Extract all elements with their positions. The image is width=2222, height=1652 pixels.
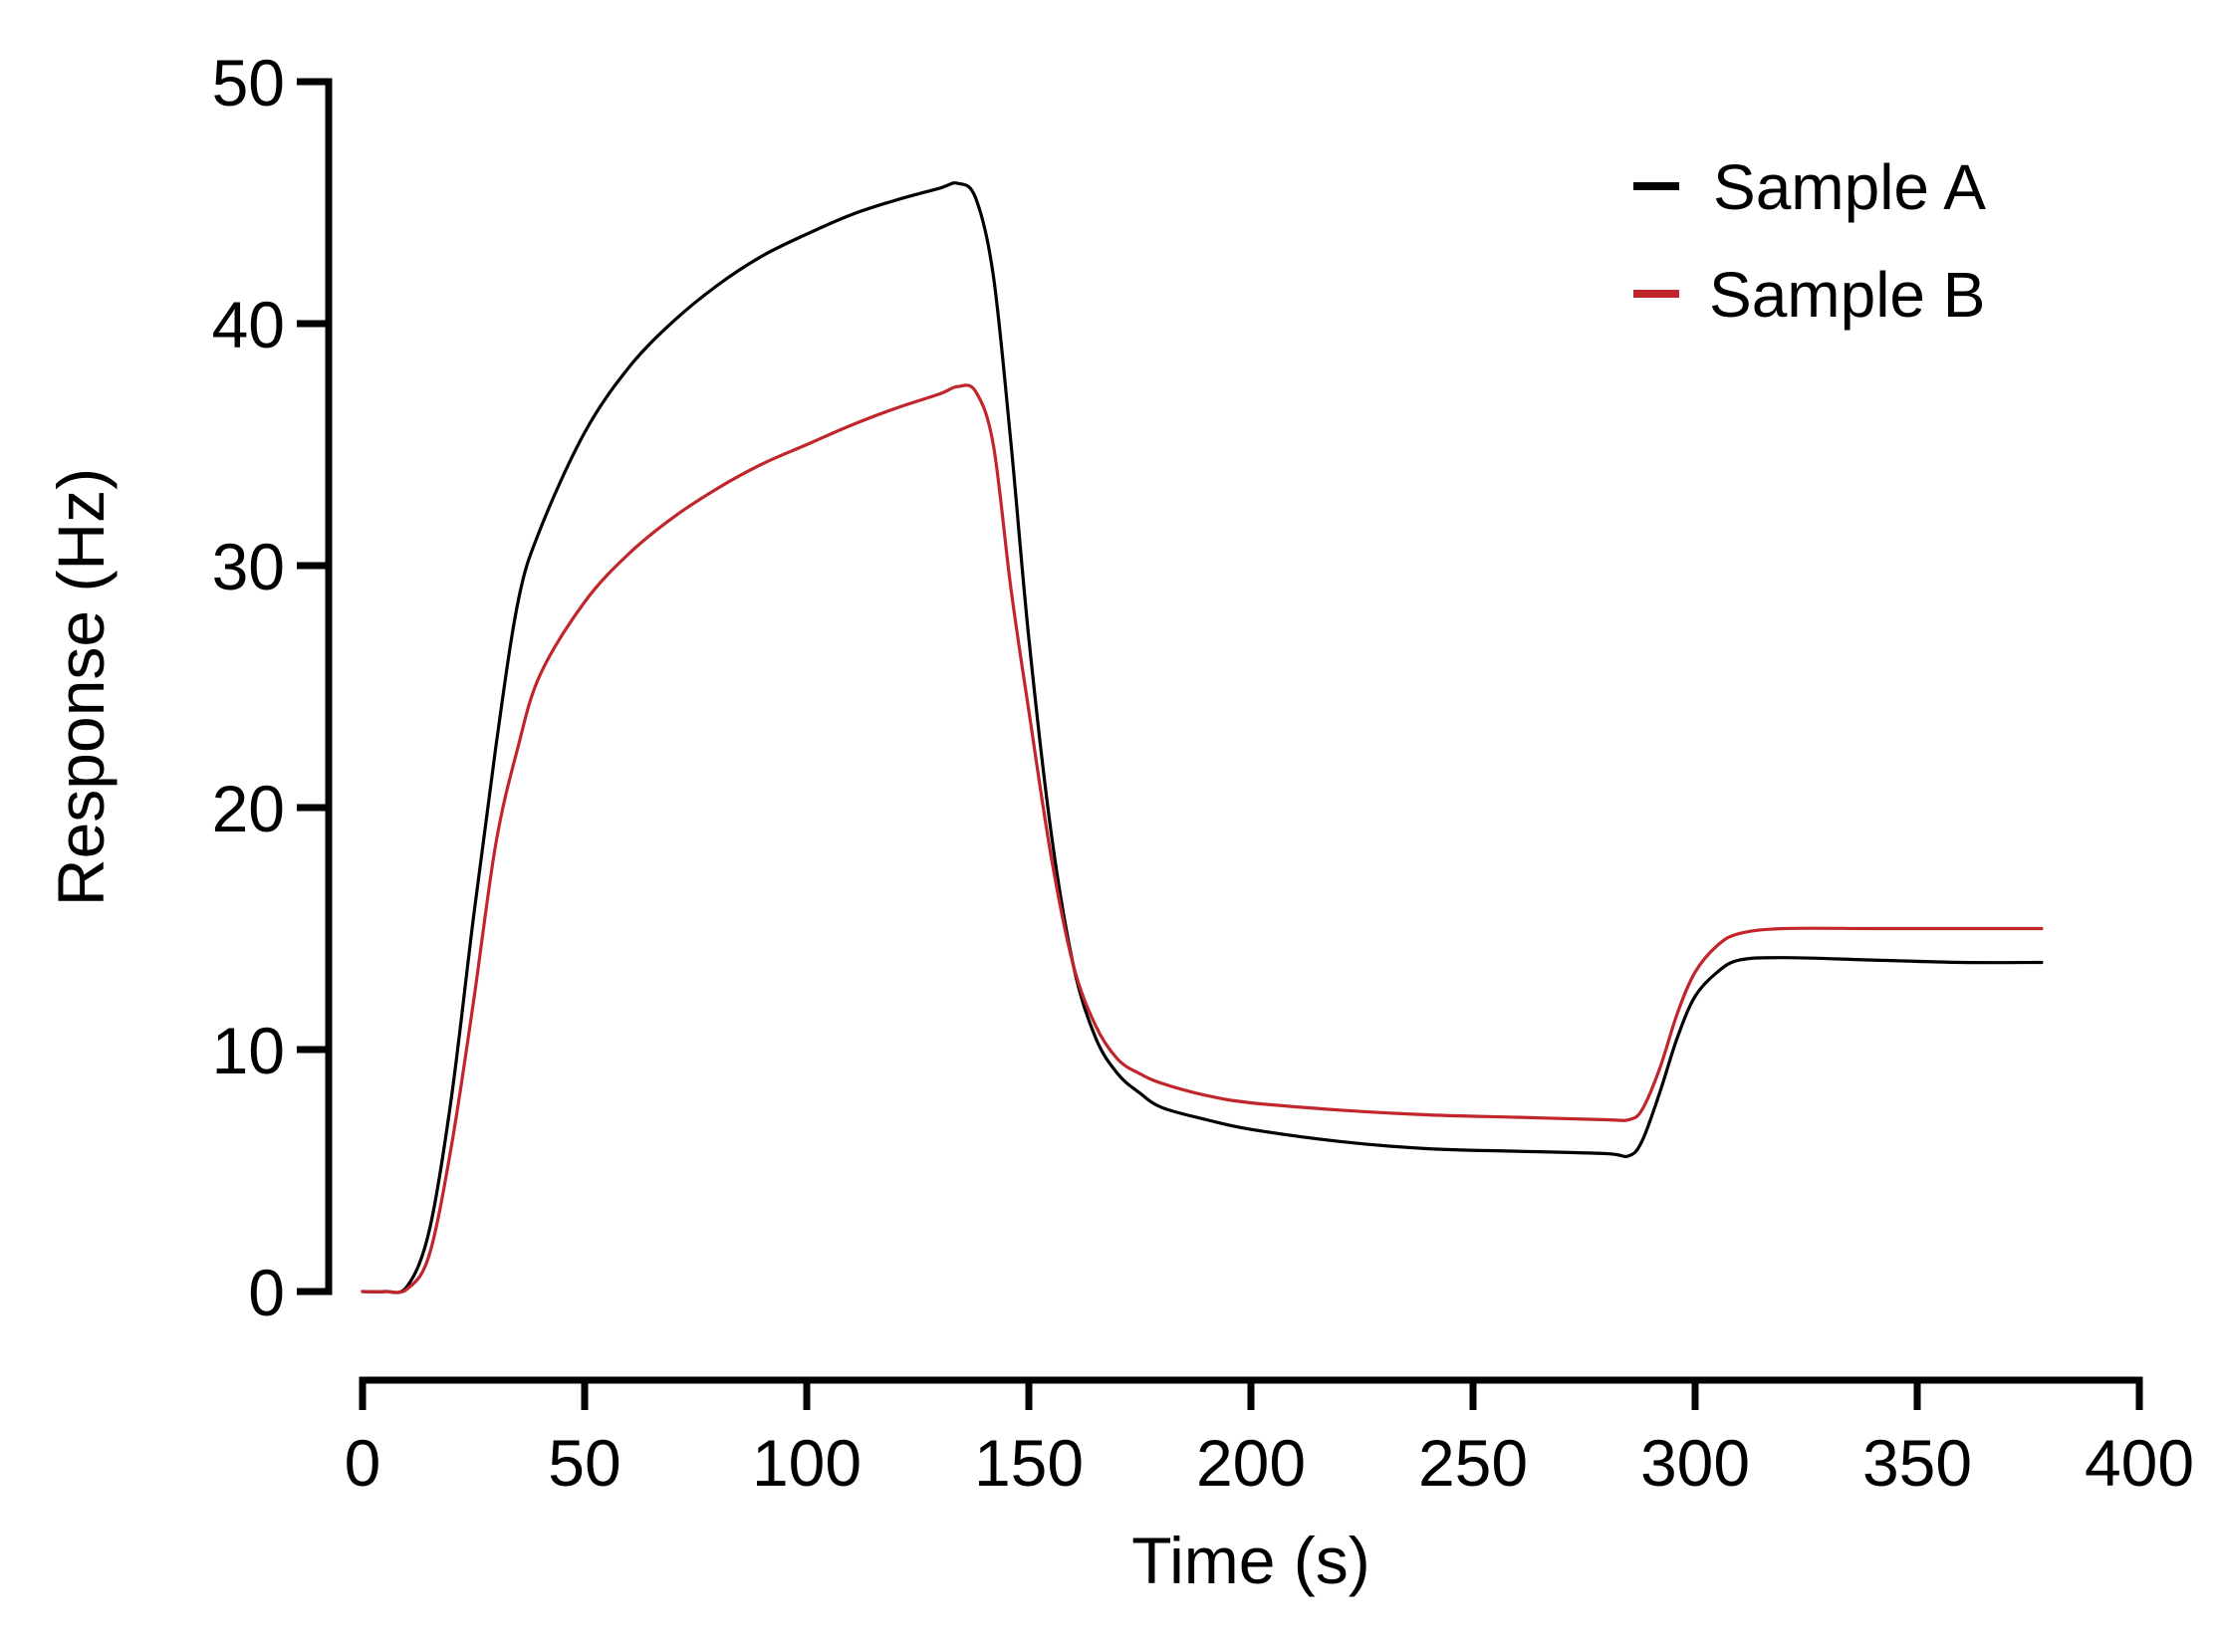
x-axis-title: Time (s): [1131, 1524, 1370, 1597]
y-ticks: 0 10 20 30 40 50: [212, 46, 329, 1329]
x-tick-label: 250: [1418, 1426, 1528, 1500]
x-axis: 0 50 100 150 200 250 300 350 400: [345, 1376, 2194, 1500]
y-tick-label: 20: [212, 772, 285, 845]
x-tick-label: 300: [1640, 1426, 1750, 1500]
y-tick-label: 40: [212, 288, 285, 361]
x-ticks: 0 50 100 150 200 250 300 350 400: [345, 1380, 2194, 1500]
x-tick-label: 50: [548, 1426, 620, 1500]
legend: Sample A Sample B: [1633, 151, 1986, 331]
y-tick-label: 0: [248, 1256, 285, 1329]
legend-label-sample-a: Sample A: [1713, 151, 1986, 223]
x-tick-label: 100: [752, 1426, 862, 1500]
series-line-sample-a: [361, 181, 2044, 1295]
y-axis-title: Response (Hz): [44, 468, 118, 906]
x-tick-label: 0: [345, 1426, 381, 1500]
y-tick-label: 50: [212, 46, 285, 119]
y-axis: 0 10 20 30 40 50: [212, 46, 333, 1329]
x-tick-label: 200: [1196, 1426, 1306, 1500]
legend-label-sample-b: Sample B: [1709, 259, 1985, 331]
y-tick-label: 10: [212, 1014, 285, 1087]
y-tick-label: 30: [212, 530, 285, 603]
series-line-sample-b: [361, 383, 2044, 1295]
series-layer: [361, 181, 2044, 1295]
x-tick-label: 350: [1862, 1426, 1972, 1500]
x-tick-label: 150: [974, 1426, 1084, 1500]
x-tick-label: 400: [2085, 1426, 2194, 1500]
